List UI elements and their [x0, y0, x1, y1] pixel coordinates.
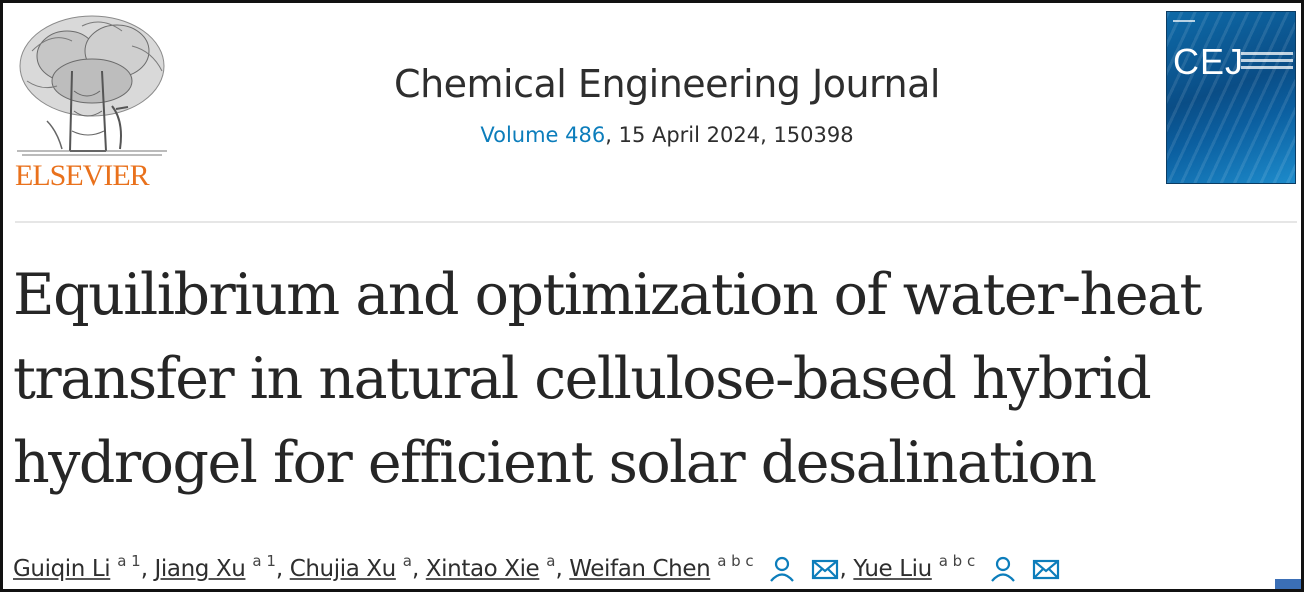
email-icon[interactable]	[1031, 556, 1061, 582]
author-link[interactable]: Jiang Xu	[154, 556, 246, 582]
issue-info: Volume 486, 15 April 2024, 150398	[303, 121, 1031, 149]
article-title-line: hydrogel for efficient solar desalinatio…	[13, 430, 1097, 496]
author-link[interactable]: Weifan Chen	[569, 556, 711, 582]
email-icon[interactable]	[810, 556, 840, 582]
journal-title[interactable]: Chemical Engineering Journal	[394, 62, 940, 106]
elsevier-wordmark: ELSEVIER	[15, 159, 150, 192]
person-icon[interactable]	[988, 556, 1018, 582]
journal-cover-image[interactable]: CEJ	[1166, 11, 1296, 184]
article-title: Equilibrium and optimization of water-he…	[13, 253, 1301, 505]
scrollbar-corner[interactable]	[1275, 579, 1301, 589]
cover-publisher-mark	[1173, 20, 1195, 38]
article-title-line: Equilibrium and optimization of water-he…	[13, 262, 1202, 328]
author-affiliation[interactable]: a b c	[938, 552, 976, 570]
tree-of-knowledge-icon	[17, 15, 167, 156]
elsevier-logo[interactable]: ELSEVIER	[12, 11, 170, 191]
author-link[interactable]: Xintao Xie	[425, 556, 540, 582]
author-affiliation[interactable]: a	[546, 552, 556, 570]
author-link[interactable]: Chujia Xu	[289, 556, 397, 582]
person-icon[interactable]	[767, 556, 797, 582]
issue-date-article-number: , 15 April 2024, 150398	[605, 123, 854, 147]
article-title-line: transfer in natural cellulose-based hybr…	[13, 346, 1152, 412]
cover-pattern	[1167, 12, 1295, 183]
cover-abbreviation: CEJ	[1173, 41, 1245, 82]
author-affiliation[interactable]: a 1	[252, 552, 276, 570]
author-link[interactable]: Yue Liu	[853, 556, 932, 582]
author-affiliation[interactable]: a 1	[117, 552, 141, 570]
author-affiliation[interactable]: a b c	[717, 552, 754, 570]
header-divider	[15, 221, 1297, 223]
cover-subtitle-lines	[1241, 52, 1293, 73]
author-list: Guiqin Li a 1, Jiang Xu a 1, Chujia Xu a…	[13, 543, 1293, 587]
author-link[interactable]: Guiqin Li	[13, 556, 111, 582]
author-affiliation[interactable]: a	[402, 552, 412, 570]
volume-link[interactable]: Volume 486	[480, 123, 606, 147]
